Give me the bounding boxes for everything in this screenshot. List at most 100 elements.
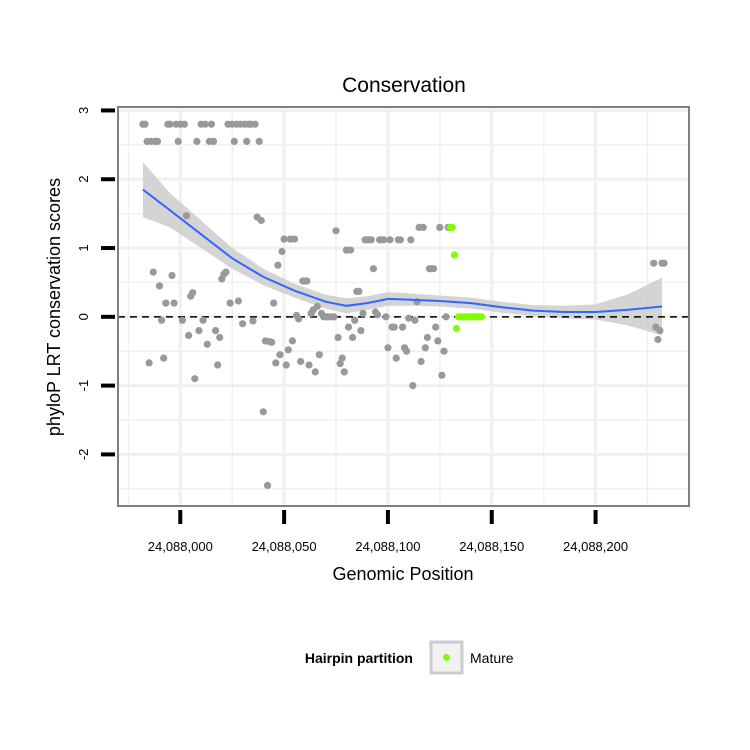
data-point-other bbox=[209, 137, 218, 145]
data-point-other bbox=[315, 351, 323, 359]
data-point-other bbox=[438, 371, 446, 379]
data-point-other bbox=[330, 313, 338, 321]
data-point-other bbox=[182, 212, 191, 220]
data-point-other bbox=[191, 375, 199, 383]
smooth-confidence-ribbon bbox=[142, 162, 662, 336]
data-point-other bbox=[355, 287, 363, 295]
data-point-other bbox=[407, 236, 415, 244]
y-axis-ticks: -2 -1 0 1 2 3 bbox=[76, 107, 115, 460]
data-point-other bbox=[351, 316, 359, 324]
data-point-other bbox=[222, 268, 230, 276]
data-point-mature bbox=[448, 223, 456, 231]
data-point-other bbox=[656, 327, 664, 335]
smooth-trend-line bbox=[142, 188, 663, 313]
data-point-other bbox=[411, 316, 419, 324]
data-point-other bbox=[141, 120, 149, 128]
x-axis-label: Genomic Position bbox=[332, 564, 473, 584]
data-point-other bbox=[436, 223, 444, 231]
data-point-other bbox=[434, 337, 442, 345]
data-point-other bbox=[249, 317, 257, 325]
y-tick-label: -2 bbox=[76, 449, 91, 461]
data-point-other bbox=[369, 265, 377, 273]
data-point-other bbox=[338, 354, 346, 362]
data-point-other bbox=[405, 314, 413, 322]
y-tick-label: -1 bbox=[76, 380, 91, 392]
data-point-other bbox=[195, 327, 203, 335]
data-point-other bbox=[311, 368, 319, 376]
data-point-other bbox=[421, 344, 429, 352]
data-point-other bbox=[216, 333, 224, 342]
legend-key-mature-point bbox=[443, 654, 450, 661]
data-point-other bbox=[155, 282, 164, 290]
data-point-other bbox=[230, 137, 238, 145]
data-point-other bbox=[384, 344, 392, 352]
data-point-other bbox=[278, 247, 286, 256]
data-point-other bbox=[386, 236, 394, 244]
data-point-other bbox=[243, 137, 251, 145]
data-point-other bbox=[189, 289, 197, 297]
data-point-other bbox=[313, 302, 321, 311]
data-point-other bbox=[149, 268, 157, 276]
data-point-other bbox=[440, 347, 448, 355]
data-point-other bbox=[259, 408, 267, 416]
data-point-other bbox=[419, 223, 427, 231]
data-point-other bbox=[332, 227, 340, 235]
data-point-other bbox=[334, 333, 342, 342]
data-point-other bbox=[166, 120, 174, 128]
data-point-other bbox=[212, 327, 220, 335]
x-tick-label: 24,088,150 bbox=[459, 539, 524, 554]
data-point-other bbox=[295, 315, 303, 323]
legend: Hairpin partition Mature bbox=[305, 640, 514, 675]
data-point-other bbox=[347, 246, 355, 254]
x-axis-ticks: 24,088,000 24,088,050 24,088,100 24,088,150… bbox=[148, 510, 628, 554]
data-point-other bbox=[396, 236, 404, 244]
y-tick-label: 3 bbox=[76, 107, 91, 114]
data-point-other bbox=[284, 346, 292, 354]
x-tick-label: 24,088,050 bbox=[252, 539, 317, 554]
data-point-other bbox=[305, 361, 313, 369]
data-point-other bbox=[380, 236, 388, 244]
data-point-other bbox=[234, 297, 242, 305]
data-point-other bbox=[160, 354, 168, 362]
data-point-other bbox=[442, 313, 450, 321]
points-other-series bbox=[139, 120, 668, 489]
plot-panel bbox=[117, 106, 690, 507]
data-point-other bbox=[207, 120, 215, 128]
data-point-other bbox=[654, 335, 662, 344]
data-point-other bbox=[168, 271, 176, 280]
data-point-other bbox=[392, 354, 400, 362]
y-tick-label: 2 bbox=[76, 176, 91, 183]
data-point-other bbox=[403, 347, 411, 355]
data-point-other bbox=[255, 137, 263, 145]
data-point-other bbox=[357, 327, 365, 335]
data-point-other bbox=[359, 309, 367, 317]
data-point-other bbox=[390, 323, 398, 331]
data-point-other bbox=[340, 368, 348, 376]
data-point-other bbox=[290, 235, 299, 243]
data-point-other bbox=[336, 360, 344, 368]
data-point-other bbox=[239, 320, 247, 328]
data-point-other bbox=[257, 216, 265, 225]
y-axis-label: phyloP LRT conservation scores bbox=[44, 178, 64, 436]
y-tick-label: 0 bbox=[76, 313, 91, 320]
data-point-other bbox=[272, 359, 280, 367]
data-point-other bbox=[268, 338, 276, 346]
data-point-other bbox=[367, 236, 375, 244]
data-point-other bbox=[214, 361, 222, 369]
data-point-other bbox=[650, 259, 658, 267]
data-point-mature bbox=[452, 324, 460, 333]
data-point-other bbox=[226, 299, 234, 307]
panel-border bbox=[117, 106, 690, 507]
data-point-mature bbox=[477, 313, 485, 321]
data-point-other bbox=[153, 137, 162, 145]
data-point-other bbox=[145, 359, 153, 367]
data-point-other bbox=[303, 277, 311, 285]
x-tick-label: 24,088,000 bbox=[148, 539, 213, 554]
data-point-other bbox=[162, 299, 170, 307]
data-point-other bbox=[297, 357, 305, 366]
data-point-other bbox=[417, 357, 425, 366]
data-point-other bbox=[382, 313, 390, 321]
data-point-other bbox=[288, 337, 296, 345]
data-point-other bbox=[178, 316, 186, 324]
